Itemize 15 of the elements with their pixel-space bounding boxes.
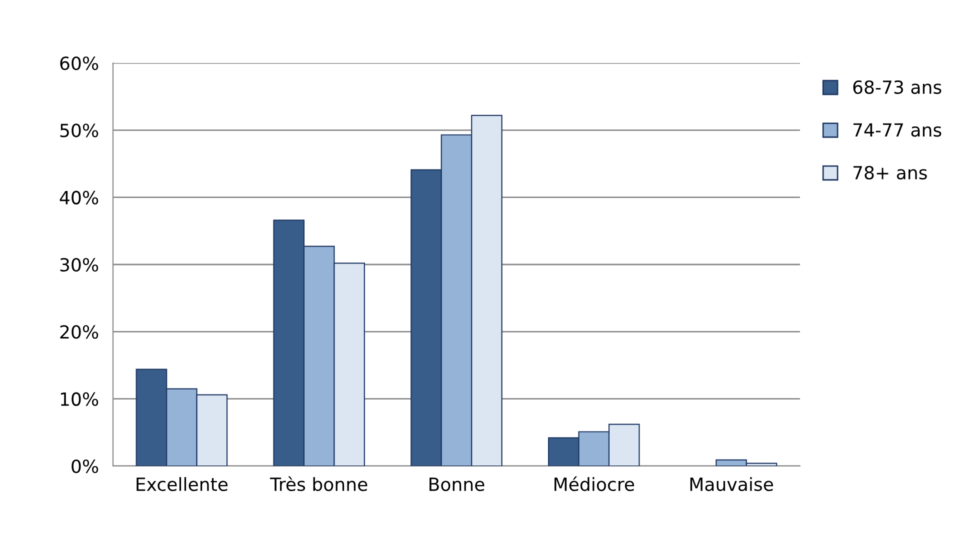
y-tick-label: 50% xyxy=(60,124,98,138)
x-tick-label: Médiocre xyxy=(554,476,634,492)
x-tick-label: Bonne xyxy=(430,478,484,492)
x-tick-label: Excellente xyxy=(136,477,228,492)
x-tick-label: Mauvaise xyxy=(690,477,774,492)
legend-label: 78+ ans xyxy=(853,166,927,180)
y-tick-label: 40% xyxy=(60,190,98,204)
y-tick-label: 20% xyxy=(60,325,98,339)
x-tick-label: Très bonne xyxy=(270,476,368,492)
y-tick-label: 60% xyxy=(60,56,98,70)
legend-label: 74-77 ans xyxy=(853,123,942,137)
y-tick-label: 0% xyxy=(72,459,98,474)
y-tick-label: 30% xyxy=(60,258,98,272)
y-tick-label: 10% xyxy=(60,392,98,406)
legend-label: 68-73 ans xyxy=(853,80,942,94)
